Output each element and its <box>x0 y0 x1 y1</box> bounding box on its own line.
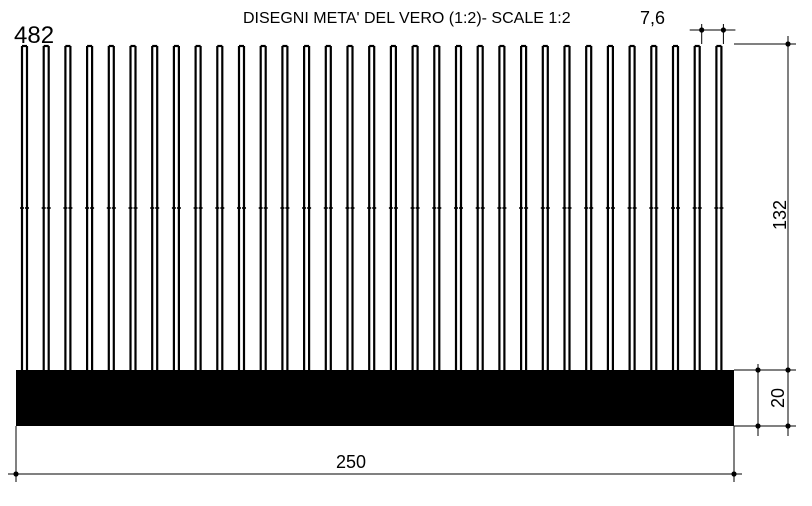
dim-body-height: 132 <box>770 200 791 230</box>
dim-pitch: 7,6 <box>640 8 665 29</box>
dim-base-height: 20 <box>768 388 789 408</box>
technical-drawing <box>0 0 812 506</box>
page-title: DISEGNI META' DEL VERO (1:2)- SCALE 1:2 <box>243 10 571 28</box>
part-number: 482 <box>14 22 54 50</box>
dim-width: 250 <box>336 452 366 473</box>
